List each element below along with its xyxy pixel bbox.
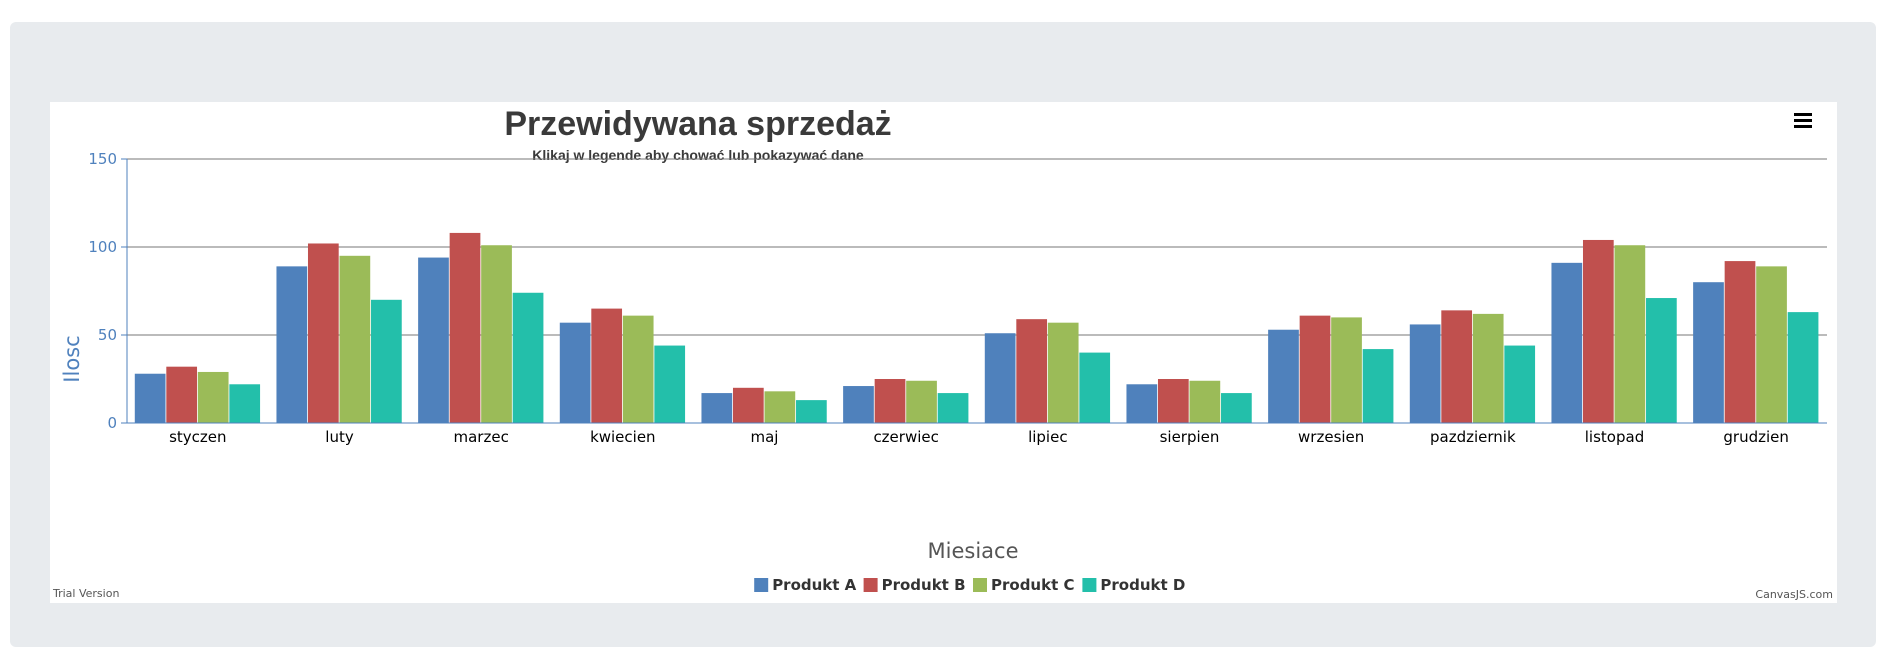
bar-produkt-a-pazdziernik[interactable] bbox=[1409, 324, 1441, 423]
legend-label: Produkt D bbox=[1100, 576, 1185, 594]
bar-produkt-c-luty[interactable] bbox=[339, 255, 371, 423]
bar-produkt-d-styczen[interactable] bbox=[229, 384, 261, 423]
x-tick-label: listopad bbox=[1585, 428, 1644, 446]
bar-produkt-c-listopad[interactable] bbox=[1614, 245, 1646, 423]
legend-item-produkt-c[interactable]: Produkt C bbox=[973, 576, 1075, 594]
bar-produkt-b-sierpien[interactable] bbox=[1157, 379, 1189, 423]
legend: Produkt A Produkt B Produkt C Produkt D bbox=[754, 576, 1185, 594]
x-tick-label: lipiec bbox=[1028, 428, 1068, 446]
bar-produkt-b-wrzesien[interactable] bbox=[1299, 315, 1331, 423]
legend-swatch bbox=[754, 578, 769, 592]
bar-produkt-a-styczen[interactable] bbox=[134, 373, 166, 423]
bar-produkt-c-wrzesien[interactable] bbox=[1331, 317, 1362, 423]
bar-produkt-c-sierpien[interactable] bbox=[1189, 380, 1221, 423]
bar-produkt-a-kwiecien[interactable] bbox=[559, 322, 591, 423]
bar-produkt-c-maj[interactable] bbox=[764, 391, 796, 423]
canvasjs-credit-link[interactable]: CanvasJS.com bbox=[1755, 588, 1833, 601]
legend-swatch bbox=[973, 578, 987, 592]
bar-produkt-a-wrzesien[interactable] bbox=[1268, 329, 1299, 423]
bar-produkt-b-maj[interactable] bbox=[732, 387, 764, 423]
bar-produkt-d-maj[interactable] bbox=[796, 400, 827, 423]
x-tick-label: czerwiec bbox=[873, 428, 938, 446]
bar-produkt-c-styczen[interactable] bbox=[197, 371, 229, 423]
bar-produkt-b-listopad[interactable] bbox=[1582, 239, 1614, 423]
bar-produkt-a-lipiec[interactable] bbox=[984, 333, 1016, 423]
bar-produkt-b-kwiecien[interactable] bbox=[591, 308, 623, 423]
bar-produkt-a-listopad[interactable] bbox=[1551, 262, 1583, 423]
legend-swatch bbox=[1082, 578, 1097, 592]
grid-lines bbox=[127, 158, 1827, 336]
x-tick-label: styczen bbox=[169, 428, 226, 446]
bar-produkt-c-lipiec[interactable] bbox=[1047, 322, 1079, 423]
y-tick-label: 100 bbox=[88, 238, 117, 256]
legend-label: Produkt C bbox=[991, 576, 1075, 594]
bar-produkt-d-sierpien[interactable] bbox=[1221, 393, 1252, 423]
legend-label: Produkt A bbox=[772, 576, 856, 594]
bar-produkt-d-marzec[interactable] bbox=[512, 292, 544, 423]
bar-produkt-b-luty[interactable] bbox=[307, 243, 339, 423]
bar-produkt-a-marzec[interactable] bbox=[418, 257, 449, 423]
y-tick-label: 150 bbox=[88, 150, 117, 168]
x-axis-title: Miesiace bbox=[928, 539, 1019, 563]
bars-group bbox=[134, 232, 1819, 423]
chart-container: Przewidywana sprzedaż Klikaj w legende a… bbox=[50, 102, 1837, 603]
bar-produkt-d-kwiecien[interactable] bbox=[654, 345, 686, 423]
bar-produkt-d-pazdziernik[interactable] bbox=[1504, 345, 1536, 423]
bar-produkt-d-wrzesien[interactable] bbox=[1362, 349, 1394, 423]
x-axis-ticks: styczen luty marzec kwiecien maj czerwiec lipi… bbox=[169, 428, 1789, 446]
bar-produkt-c-pazdziernik[interactable] bbox=[1472, 313, 1504, 423]
bar-produkt-b-czerwiec[interactable] bbox=[874, 379, 906, 423]
legend-item-produkt-b[interactable]: Produkt B bbox=[863, 576, 966, 594]
x-tick-label: luty bbox=[325, 428, 354, 446]
bar-produkt-c-marzec[interactable] bbox=[481, 245, 512, 423]
legend-item-produkt-a[interactable]: Produkt A bbox=[754, 576, 857, 594]
y-axis-title: Ilosc bbox=[60, 335, 84, 382]
menu-button[interactable] bbox=[1790, 110, 1816, 134]
bar-produkt-a-luty[interactable] bbox=[276, 266, 308, 423]
bar-produkt-d-czerwiec[interactable] bbox=[937, 393, 969, 423]
y-tick-label: 50 bbox=[98, 326, 117, 344]
bar-produkt-d-grudzien[interactable] bbox=[1787, 312, 1819, 423]
bar-produkt-c-grudzien[interactable] bbox=[1756, 266, 1787, 423]
x-tick-label: marzec bbox=[454, 428, 509, 446]
x-tick-label: sierpien bbox=[1160, 428, 1220, 446]
bar-chart: Przewidywana sprzedaż Klikaj w legende a… bbox=[52, 105, 1833, 601]
legend-label: Produkt B bbox=[882, 576, 966, 594]
x-tick-label: maj bbox=[751, 428, 779, 446]
bar-produkt-c-czerwiec[interactable] bbox=[906, 380, 937, 423]
bar-produkt-d-luty[interactable] bbox=[371, 299, 402, 423]
bar-produkt-a-maj[interactable] bbox=[701, 393, 733, 423]
bar-produkt-a-sierpien[interactable] bbox=[1126, 384, 1158, 423]
y-tick-label: 0 bbox=[107, 414, 117, 432]
x-tick-label: grudzien bbox=[1723, 428, 1789, 446]
bar-produkt-a-grudzien[interactable] bbox=[1693, 282, 1724, 423]
axes-group bbox=[126, 159, 1827, 424]
legend-swatch bbox=[863, 578, 878, 592]
x-tick-label: wrzesien bbox=[1298, 428, 1364, 446]
trial-version-label: Trial Version bbox=[52, 587, 119, 600]
y-axis-ticks: 0 50 100 150 bbox=[88, 150, 127, 432]
x-tick-label: kwiecien bbox=[590, 428, 656, 446]
bar-produkt-b-lipiec[interactable] bbox=[1016, 319, 1048, 423]
bar-produkt-a-czerwiec[interactable] bbox=[843, 386, 874, 423]
bar-produkt-d-lipiec[interactable] bbox=[1079, 352, 1111, 423]
bar-produkt-d-listopad[interactable] bbox=[1646, 298, 1677, 423]
bar-produkt-b-styczen[interactable] bbox=[166, 366, 198, 423]
bar-produkt-c-kwiecien[interactable] bbox=[622, 315, 654, 423]
bar-produkt-b-marzec[interactable] bbox=[449, 232, 481, 423]
bar-produkt-b-grudzien[interactable] bbox=[1724, 261, 1756, 423]
chart-subtitle: Klikaj w legende aby chować lub pokazywa… bbox=[532, 147, 864, 163]
legend-item-produkt-d[interactable]: Produkt D bbox=[1082, 576, 1185, 594]
x-tick-label: pazdziernik bbox=[1430, 428, 1516, 446]
bar-produkt-b-pazdziernik[interactable] bbox=[1441, 310, 1473, 423]
chart-title: Przewidywana sprzedaż bbox=[504, 105, 891, 143]
